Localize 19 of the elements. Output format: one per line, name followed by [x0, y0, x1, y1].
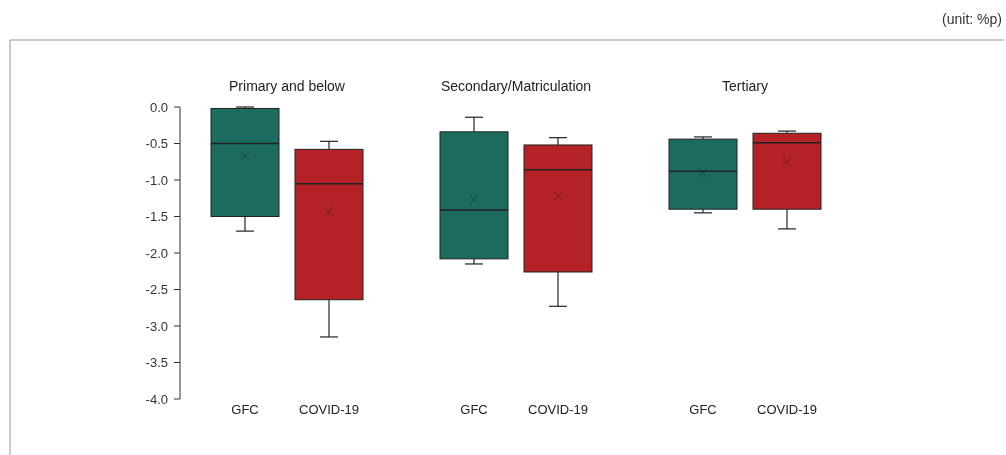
y-tick-label: -3.5 [145, 355, 168, 371]
x-tick-label: GFC [689, 402, 717, 417]
y-tick-label: -0.5 [145, 136, 168, 152]
y-tick-label: -4.0 [145, 391, 168, 407]
y-tick-label: 0.0 [149, 99, 168, 115]
x-tick-label: GFC [460, 402, 488, 417]
y-tick-label: -2.5 [145, 282, 168, 298]
y-tick-label: -2.0 [145, 245, 168, 261]
y-tick-label: -3.0 [145, 318, 168, 334]
x-tick-label: GFC [231, 402, 259, 417]
text: (unit: %p) [942, 11, 1002, 27]
text: Secondary/Matriculation [440, 78, 592, 94]
text: Primary and below [229, 78, 346, 94]
x-tick-label: COVID-19 [299, 402, 359, 417]
x-tick-label: COVID-19 [528, 402, 588, 417]
y-tick-label: -1.5 [145, 209, 168, 225]
x-tick-label: COVID-19 [757, 402, 817, 417]
text: Tertiary [722, 78, 768, 94]
y-tick-label: -1.0 [145, 172, 168, 188]
